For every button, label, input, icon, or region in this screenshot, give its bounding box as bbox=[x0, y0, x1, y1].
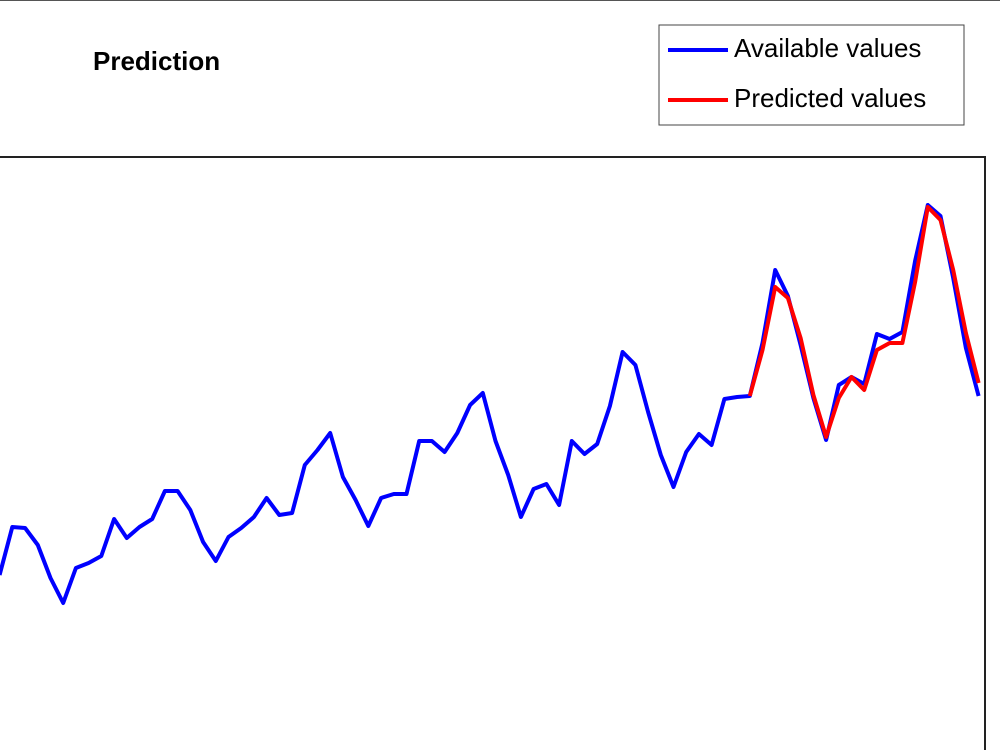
chart-title: Prediction bbox=[93, 46, 220, 76]
legend-label: Available values bbox=[734, 33, 921, 63]
series-line bbox=[0, 203, 981, 605]
plot-frame bbox=[0, 156, 986, 750]
legend-label: Predicted values bbox=[734, 83, 926, 113]
legend-box bbox=[658, 24, 965, 126]
series-line bbox=[747, 205, 981, 439]
